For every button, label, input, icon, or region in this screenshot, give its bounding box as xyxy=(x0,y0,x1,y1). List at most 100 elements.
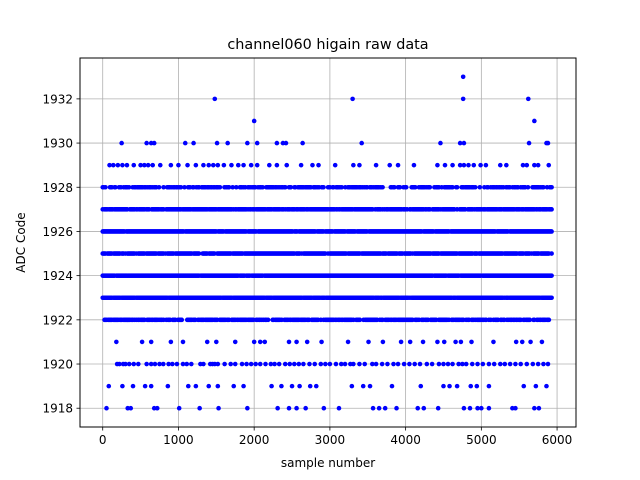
data-point xyxy=(184,361,190,367)
x-tick-label: 4000 xyxy=(390,433,421,447)
data-point xyxy=(201,361,206,367)
data-point xyxy=(513,361,518,367)
data-point xyxy=(541,361,546,367)
data-point xyxy=(357,162,362,168)
data-point xyxy=(392,184,397,190)
data-point xyxy=(327,361,333,367)
data-point xyxy=(370,405,376,411)
data-point xyxy=(469,361,475,367)
data-point xyxy=(519,339,525,345)
data-point xyxy=(321,405,327,411)
data-point xyxy=(307,361,312,367)
y-axis-label: ADC Code xyxy=(14,212,28,272)
data-point xyxy=(316,162,321,168)
data-point xyxy=(310,162,315,168)
data-point xyxy=(438,140,443,146)
data-point xyxy=(461,140,467,146)
x-tick-label: 0 xyxy=(99,433,107,447)
data-point xyxy=(398,339,404,345)
data-point xyxy=(210,162,216,168)
data-point xyxy=(267,162,272,168)
data-point xyxy=(391,361,396,367)
data-point xyxy=(413,184,418,190)
data-point xyxy=(546,162,552,168)
data-point xyxy=(157,361,162,367)
data-point xyxy=(441,361,446,367)
x-tick-label: 6000 xyxy=(542,433,573,447)
data-point xyxy=(115,162,121,168)
data-point xyxy=(283,140,289,146)
data-point xyxy=(241,162,246,168)
y-tick-label: 1918 xyxy=(42,402,73,416)
data-point xyxy=(545,361,551,367)
data-point xyxy=(196,251,202,256)
data-point xyxy=(283,184,288,190)
data-point xyxy=(417,361,423,367)
data-point xyxy=(389,383,395,389)
y-tick-label: 1920 xyxy=(42,358,73,372)
data-point xyxy=(248,361,254,367)
data-point xyxy=(456,361,461,367)
data-point xyxy=(307,383,313,389)
data-point xyxy=(457,140,463,146)
data-point xyxy=(138,162,143,168)
data-point xyxy=(288,184,294,190)
data-point xyxy=(549,229,554,234)
data-point xyxy=(436,361,442,367)
data-point xyxy=(206,162,212,168)
data-point xyxy=(450,162,455,168)
data-point xyxy=(215,361,221,367)
data-point xyxy=(272,361,277,367)
data-point xyxy=(119,140,124,146)
data-point xyxy=(157,162,163,168)
data-point xyxy=(287,361,293,367)
data-point xyxy=(168,162,174,168)
data-point xyxy=(539,339,545,345)
y-tick-label: 1924 xyxy=(42,269,73,283)
data-point xyxy=(424,361,430,367)
data-point xyxy=(294,405,299,411)
data-point xyxy=(407,361,412,367)
data-point xyxy=(106,383,112,389)
data-point xyxy=(148,339,154,345)
data-point xyxy=(474,383,480,389)
data-point xyxy=(366,339,371,345)
data-point xyxy=(180,339,186,345)
data-point xyxy=(435,162,440,168)
data-point xyxy=(165,383,171,389)
data-point xyxy=(450,361,455,367)
data-point xyxy=(294,339,299,345)
data-point xyxy=(450,184,455,190)
data-point xyxy=(427,184,433,190)
data-point xyxy=(212,96,218,102)
data-point xyxy=(130,383,136,389)
data-point xyxy=(373,361,379,367)
data-point xyxy=(262,339,268,345)
x-axis-label: sample number xyxy=(281,456,375,470)
data-point xyxy=(179,317,185,323)
data-point xyxy=(332,162,338,168)
data-point xyxy=(527,317,533,323)
data-point xyxy=(457,162,463,168)
data-point xyxy=(466,162,471,168)
data-point xyxy=(251,118,257,124)
data-point xyxy=(350,96,355,102)
data-point xyxy=(401,361,407,367)
x-tick-label: 3000 xyxy=(315,433,346,447)
data-point xyxy=(453,339,458,345)
data-point xyxy=(233,184,239,190)
data-point xyxy=(407,339,413,345)
data-point xyxy=(463,361,469,367)
data-point xyxy=(107,162,112,168)
data-point xyxy=(477,184,483,190)
data-point xyxy=(276,361,282,367)
data-point xyxy=(303,405,308,411)
data-point xyxy=(483,162,489,168)
data-point xyxy=(454,184,460,190)
data-point xyxy=(257,339,263,345)
data-point xyxy=(206,383,212,389)
data-point xyxy=(513,339,519,345)
data-point xyxy=(357,317,363,323)
